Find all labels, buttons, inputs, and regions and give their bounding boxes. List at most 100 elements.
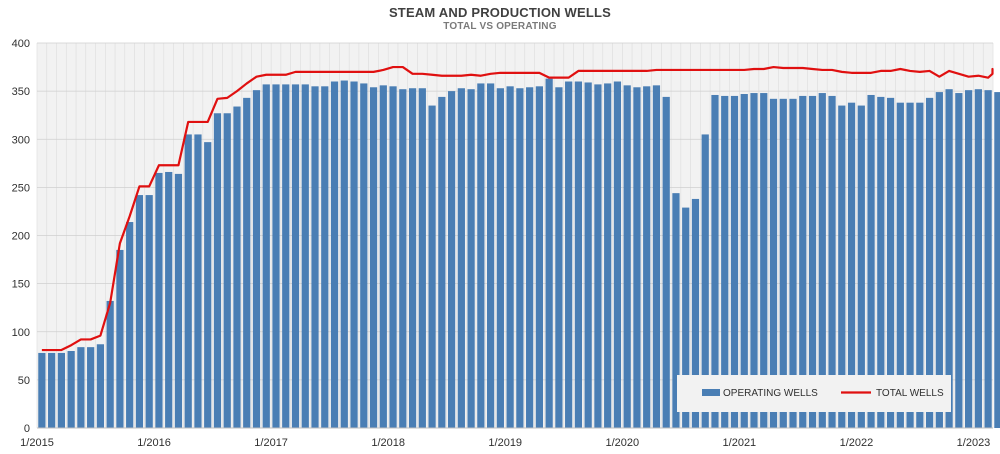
- y-tick-label: 50: [18, 375, 30, 387]
- bar-operating-wells: [496, 88, 504, 429]
- x-tick-label: 1/2023: [957, 437, 991, 449]
- bar-operating-wells: [213, 113, 222, 428]
- bar-operating-wells: [662, 96, 670, 429]
- bar-operating-wells: [135, 195, 144, 428]
- bar-operating-wells: [126, 222, 134, 428]
- y-tick-label: 350: [12, 86, 30, 98]
- bar-operating-wells: [252, 90, 261, 428]
- bar-operating-wells: [369, 87, 378, 429]
- bar-operating-wells: [565, 81, 573, 428]
- bar-operating-wells: [886, 97, 895, 429]
- bar-operating-wells: [925, 97, 934, 429]
- bar-operating-wells: [701, 134, 709, 428]
- bar-operating-wells: [467, 89, 475, 428]
- legend-label-operating-wells: OPERATING WELLS: [723, 388, 818, 399]
- y-axis-ticks: 0 50 100 150 200 250 300 350 400: [12, 38, 30, 435]
- bar-operating-wells: [165, 171, 173, 428]
- x-tick-label: 1/2020: [605, 437, 639, 449]
- bar-operating-wells: [350, 81, 358, 428]
- bar-operating-wells: [96, 344, 105, 428]
- bar-operating-wells: [174, 173, 183, 428]
- y-tick-label: 150: [12, 279, 30, 291]
- bar-operating-wells: [965, 90, 973, 428]
- y-tick-label: 100: [12, 327, 30, 339]
- bar-operating-wells: [340, 80, 348, 428]
- bar-operating-wells: [428, 105, 436, 428]
- bar-operating-wells: [545, 78, 553, 429]
- bar-operating-wells: [457, 88, 465, 429]
- bar-operating-wells: [330, 81, 339, 428]
- x-tick-label: 1/2016: [137, 437, 171, 449]
- bar-operating-wells: [828, 95, 836, 428]
- bar-operating-wells: [906, 102, 914, 429]
- bar-operating-wells: [643, 86, 651, 428]
- bar-operating-wells: [408, 88, 417, 429]
- y-tick-label: 250: [12, 182, 30, 194]
- bar-operating-wells: [896, 102, 904, 429]
- bar-operating-wells: [877, 96, 885, 429]
- bar-operating-wells: [535, 86, 543, 428]
- bar-operating-wells: [750, 93, 758, 429]
- chart-subtitle: TOTAL VS OPERATING: [443, 21, 557, 32]
- operating-wells-bars: [38, 78, 1000, 429]
- bar-operating-wells: [672, 193, 680, 428]
- bar-operating-wells: [321, 86, 329, 428]
- bar-operating-wells: [584, 82, 592, 429]
- bar-operating-wells: [204, 142, 212, 428]
- bar-operating-wells: [945, 89, 953, 428]
- x-tick-label: 1/2019: [488, 437, 522, 449]
- bar-operating-wells: [194, 134, 202, 428]
- x-axis-ticks: 1/2015 1/2016 1/2017 1/2018 1/2019 1/2020 1/20…: [20, 437, 990, 449]
- bar-operating-wells: [711, 94, 719, 428]
- bar-operating-wells: [399, 89, 407, 428]
- bar-operating-wells: [184, 134, 192, 428]
- x-tick-label: 1/2015: [20, 437, 54, 449]
- bar-operating-wells: [867, 94, 875, 428]
- bar-operating-wells: [243, 97, 251, 429]
- bar-operating-wells: [57, 352, 65, 428]
- bar-operating-wells: [916, 102, 924, 429]
- bar-operating-wells: [847, 102, 856, 429]
- y-tick-label: 400: [12, 38, 30, 50]
- x-tick-label: 1/2021: [723, 437, 757, 449]
- bar-operating-wells: [311, 86, 319, 428]
- y-tick-label: 200: [12, 231, 30, 243]
- y-tick-label: 0: [24, 423, 30, 435]
- bar-operating-wells: [223, 113, 231, 428]
- bar-operating-wells: [769, 98, 778, 428]
- bar-operating-wells: [857, 105, 865, 428]
- legend-swatch-operating-wells: [702, 389, 720, 396]
- x-tick-label: 1/2022: [840, 437, 874, 449]
- bar-operating-wells: [974, 89, 982, 428]
- bar-operating-wells: [721, 95, 729, 428]
- bar-operating-wells: [262, 84, 270, 428]
- bar-operating-wells: [994, 92, 1000, 429]
- bar-operating-wells: [594, 84, 602, 428]
- bar-operating-wells: [67, 351, 75, 428]
- bar-operating-wells: [604, 83, 612, 429]
- bar-operating-wells: [145, 195, 153, 428]
- bar-operating-wells: [447, 91, 456, 428]
- bar-operating-wells: [438, 96, 446, 429]
- bar-operating-wells: [760, 93, 768, 429]
- bar-operating-wells: [516, 88, 524, 429]
- bar-operating-wells: [506, 86, 514, 428]
- bar-operating-wells: [555, 87, 563, 429]
- bar-operating-wells: [418, 88, 426, 429]
- bar-operating-wells: [155, 172, 163, 428]
- bar-operating-wells: [633, 87, 641, 429]
- bar-operating-wells: [808, 95, 817, 428]
- bar-operating-wells: [233, 106, 241, 429]
- bar-operating-wells: [389, 86, 397, 428]
- bar-operating-wells: [691, 198, 700, 428]
- bar-operating-wells: [984, 90, 992, 428]
- total-wells-line: [41, 65, 994, 352]
- bar-operating-wells: [955, 93, 963, 429]
- bar-operating-wells: [291, 84, 300, 428]
- x-tick-label: 1/2017: [254, 437, 288, 449]
- bar-operating-wells: [730, 95, 739, 428]
- bar-operating-wells: [838, 105, 846, 428]
- legend-box: [677, 375, 951, 412]
- bar-operating-wells: [487, 83, 495, 429]
